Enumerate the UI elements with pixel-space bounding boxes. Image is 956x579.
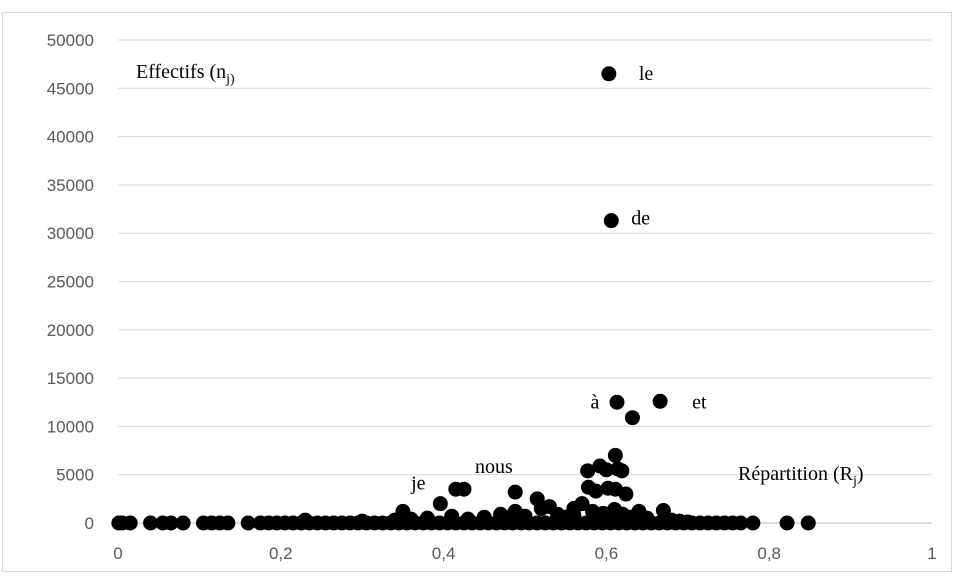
scatter-point — [432, 496, 448, 512]
scatter-point — [590, 508, 606, 524]
annotations: le de à et je nous — [410, 63, 707, 495]
scatter-point — [733, 515, 749, 531]
y-tick-label: 25000 — [47, 273, 94, 292]
point-annotation: nous — [475, 456, 513, 478]
scatter-point — [566, 507, 582, 523]
scatter-point — [297, 512, 313, 528]
scatter-point — [122, 515, 138, 531]
scatter-point — [609, 394, 625, 410]
x-tick-labels: 0 0,2 0,4 0,6 0,8 1 — [113, 544, 936, 563]
x-tick-label: 0,2 — [269, 544, 293, 563]
scatter-point — [800, 515, 816, 531]
scatter-point — [220, 515, 236, 531]
scatter-point — [354, 513, 370, 529]
y-tick-label: 35000 — [47, 176, 94, 195]
x-tick-label: 0,6 — [595, 544, 619, 563]
scatter-point — [444, 508, 460, 524]
scatter-point — [387, 512, 403, 528]
scatter-point — [779, 515, 795, 531]
y-tick-label: 30000 — [47, 224, 94, 243]
x-axis-label: Répartition (Rj) — [738, 463, 864, 489]
y-tick-label: 40000 — [47, 128, 94, 147]
scatter-point — [601, 66, 617, 82]
x-tick-label: 0,4 — [432, 544, 456, 563]
scatter-point — [143, 515, 159, 531]
scatter-point — [175, 515, 191, 531]
scatter-point — [456, 481, 472, 497]
point-annotation: à — [591, 391, 600, 413]
scatter-point — [580, 463, 596, 479]
y-tick-label: 10000 — [47, 417, 94, 436]
chart-frame — [2, 12, 952, 572]
x-tick-label: 1 — [927, 544, 936, 563]
point-annotation: le — [639, 63, 654, 85]
y-tick-label: 15000 — [47, 369, 94, 388]
y-tick-label: 50000 — [47, 31, 94, 50]
scatter-point — [603, 213, 619, 229]
scatter-point — [639, 510, 655, 526]
scatter-point — [493, 506, 509, 522]
scatter-point — [419, 510, 435, 526]
scatter-point — [460, 511, 476, 527]
gridlines — [118, 39, 932, 524]
scatter-point — [607, 447, 623, 463]
y-axis-label: Effectifs (nj) — [136, 61, 235, 87]
x-tick-label: 0,8 — [757, 544, 781, 563]
point-annotation: de — [631, 208, 650, 230]
x-tick-label: 0 — [113, 544, 122, 563]
scatter-point — [240, 515, 256, 531]
y-tick-label: 20000 — [47, 321, 94, 340]
data-points — [111, 66, 816, 531]
y-tick-labels: 0 5000 10000 15000 20000 25000 30000 35000 40000… — [47, 31, 94, 533]
scatter-point — [614, 463, 630, 479]
scatter-point — [623, 509, 639, 525]
scatter-point — [624, 410, 640, 426]
scatter-point — [618, 486, 634, 502]
scatter-point — [517, 508, 533, 524]
scatter-point — [507, 484, 523, 500]
y-tick-label: 5000 — [56, 466, 94, 485]
scatter-point — [163, 515, 179, 531]
scatter-point — [403, 511, 419, 527]
scatter-point — [745, 515, 761, 531]
y-tick-label: 0 — [85, 514, 94, 533]
scatter-point — [680, 514, 696, 530]
scatter-point — [652, 393, 668, 409]
point-annotation: je — [410, 473, 426, 495]
scatter-point — [574, 496, 590, 512]
y-tick-label: 45000 — [47, 79, 94, 98]
scatter-point — [476, 509, 492, 525]
scatter-point — [598, 462, 614, 478]
point-annotation: et — [692, 391, 707, 413]
scatter-point — [588, 483, 604, 499]
